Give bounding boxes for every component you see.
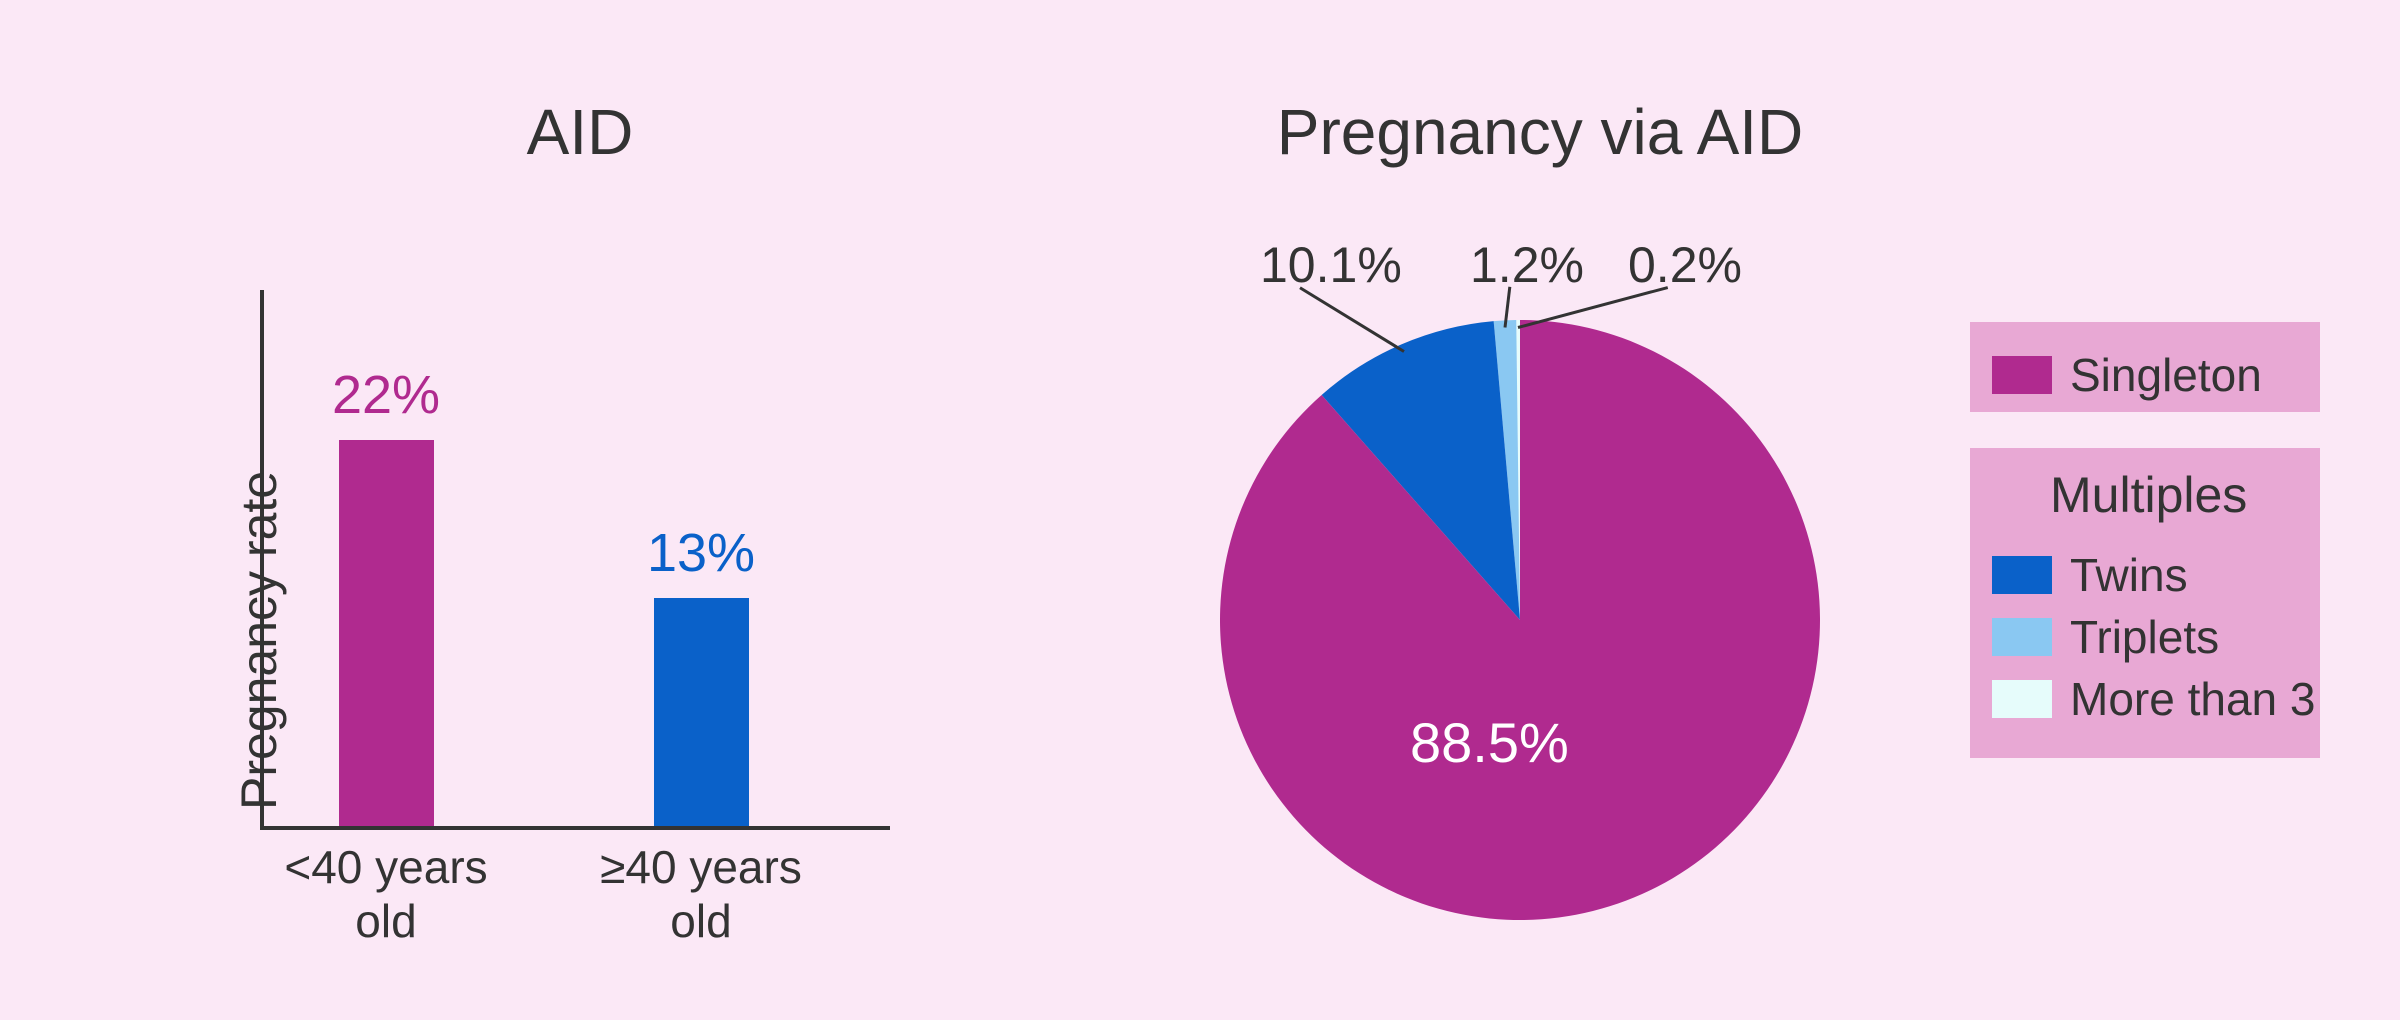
- bar-chart-title: AID: [380, 95, 780, 169]
- bar-value-label: 22%: [296, 364, 476, 426]
- legend-label: Twins: [2070, 548, 2188, 602]
- pie-slice-label: 10.1%: [1260, 236, 1402, 294]
- legend-item: More than 3: [1992, 672, 2315, 726]
- legend-box-singleton: Singleton: [1970, 322, 2320, 412]
- infographic-canvas: AID Pregnancy via AID Pregnancy rate22%<…: [0, 0, 2400, 1020]
- bar-value-label: 13%: [611, 522, 791, 584]
- category-label: <40 yearsold: [236, 840, 536, 948]
- pie-chart-title: Pregnancy via AID: [1180, 95, 1900, 169]
- legend-item: Twins: [1992, 548, 2188, 602]
- legend-item: Singleton: [1992, 348, 2262, 402]
- bar: [654, 598, 749, 826]
- y-axis-label: Pregnancy rate: [230, 471, 288, 810]
- legend-group-title: Multiples: [2050, 466, 2247, 524]
- bar-chart: Pregnancy rate22%<40 yearsold13%≥40 year…: [260, 300, 890, 830]
- pie-slice-label: 1.2%: [1470, 236, 1584, 294]
- category-label: ≥40 yearsold: [551, 840, 851, 948]
- legend-box-multiples: Multiples Twins Triplets More than 3: [1970, 448, 2320, 758]
- legend-swatch: [1992, 618, 2052, 656]
- legend-item: Triplets: [1992, 610, 2219, 664]
- legend-label: More than 3: [2070, 672, 2315, 726]
- pie-slice-label: 0.2%: [1628, 236, 1742, 294]
- x-axis: [260, 826, 890, 830]
- bar: [339, 440, 434, 826]
- pie-svg: [1220, 320, 1820, 920]
- legend-swatch: [1992, 356, 2052, 394]
- pie-center-label: 88.5%: [1410, 710, 1569, 775]
- legend-swatch: [1992, 556, 2052, 594]
- legend-label: Triplets: [2070, 610, 2219, 664]
- pie-slice: [1220, 320, 1820, 920]
- legend-swatch: [1992, 680, 2052, 718]
- legend-label: Singleton: [2070, 348, 2262, 402]
- pie-chart: 88.5%: [1220, 320, 1820, 920]
